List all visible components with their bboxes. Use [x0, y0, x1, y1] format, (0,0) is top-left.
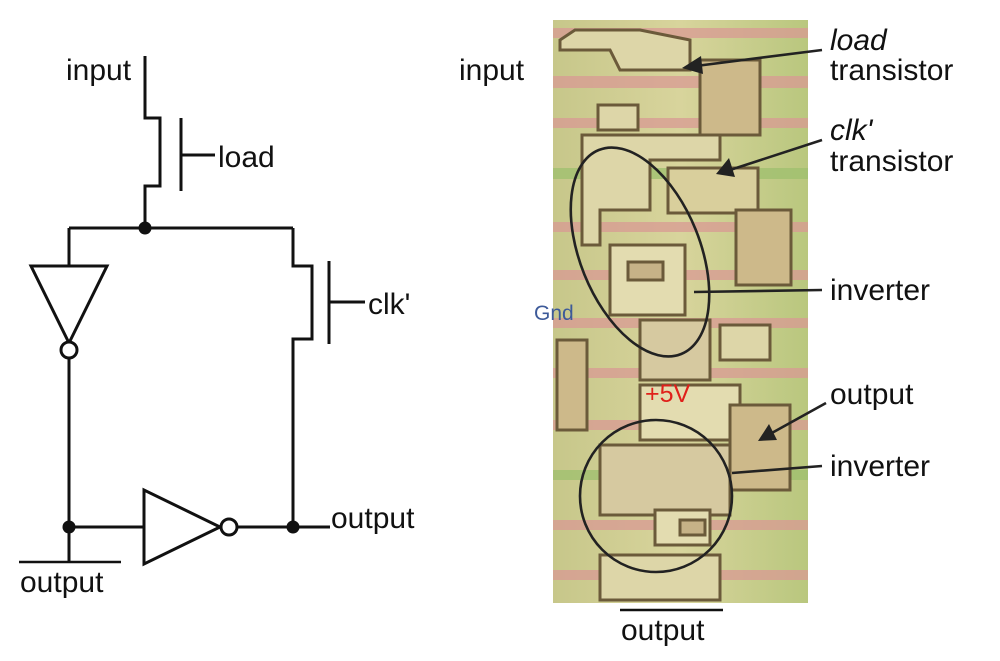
load-transistor: [143, 56, 215, 228]
upper-inverter: [28, 264, 110, 360]
die-photo: Gnd +5V: [534, 20, 808, 603]
photo-input-label: input: [459, 54, 525, 87]
photo-output-bar-label: output: [621, 614, 705, 647]
lower-inverter: [142, 487, 239, 567]
schematic-output-bar-label: output: [20, 566, 104, 599]
junction-dot: [286, 520, 300, 534]
schematic-input-label: input: [66, 54, 132, 87]
clk-transistor-label-line2: transistor: [830, 145, 953, 178]
clk-transistor-label-line1: clk': [830, 114, 874, 147]
schematic-output-label: output: [331, 502, 415, 535]
annotation-arrows: [682, 48, 827, 475]
inverter-upper-ellipse: [569, 146, 711, 358]
vcc-label: +5V: [645, 380, 691, 408]
photo-output-label: output: [830, 378, 914, 411]
inverter-lower-label: inverter: [830, 450, 930, 483]
schematic: input load clk': [19, 54, 415, 599]
gnd-label: Gnd: [534, 302, 574, 325]
load-transistor-label-line2: transistor: [830, 54, 953, 87]
load-transistor-label-line1: load: [830, 24, 888, 57]
clk-transistor: [291, 228, 365, 527]
inverter-lower-ellipse: [578, 418, 734, 574]
clk-label: clk': [368, 288, 410, 321]
load-label: load: [218, 141, 275, 174]
inverter-upper-label: inverter: [830, 274, 930, 307]
